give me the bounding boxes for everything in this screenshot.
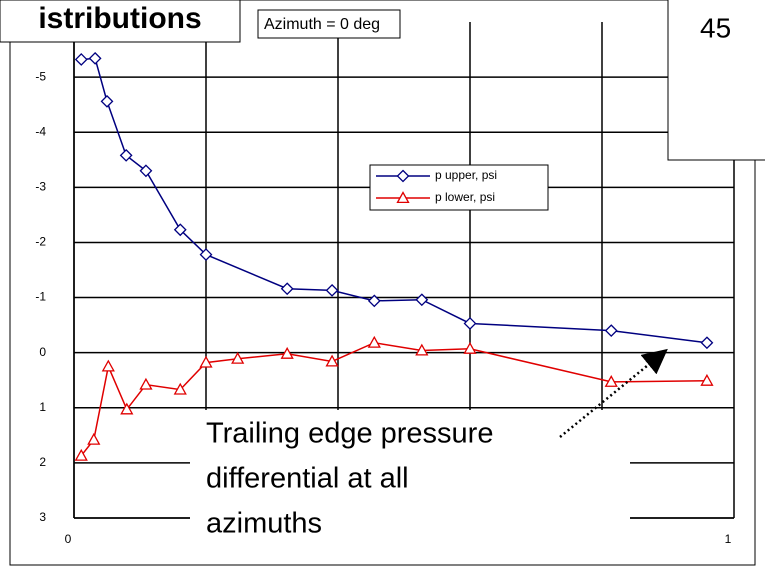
data-point <box>604 324 618 338</box>
data-point <box>415 293 429 307</box>
data-point <box>700 336 714 350</box>
data-point <box>367 294 381 308</box>
annotation-line: azimuths <box>206 508 322 540</box>
data-point <box>139 377 153 390</box>
overlays: istributions Azimuth = 0 deg 45 Trailing… <box>0 0 765 550</box>
data-point <box>463 341 477 354</box>
legend-label: p upper, psi <box>435 168 497 182</box>
data-point <box>604 375 618 387</box>
annotation-line: Trailing edge pressure <box>206 418 493 450</box>
data-point <box>463 317 477 330</box>
data-point <box>120 402 134 415</box>
data-point <box>100 94 114 108</box>
legend-marker <box>396 169 410 183</box>
data-point <box>74 53 88 66</box>
annotation-arrow <box>559 348 668 438</box>
annotation-box <box>190 410 630 550</box>
x-tick-label: 0 <box>65 532 72 546</box>
data-point <box>280 282 294 296</box>
data-point <box>101 359 115 372</box>
data-point <box>199 355 213 368</box>
data-point <box>199 248 213 261</box>
corner-box <box>667 0 765 161</box>
x-tick-label: 1 <box>725 532 732 546</box>
data-point <box>74 448 88 461</box>
annotation-line: differential at all <box>206 463 409 495</box>
chart-title: istributions <box>38 2 201 35</box>
data-point <box>415 343 429 356</box>
data-point <box>231 351 245 364</box>
data-point <box>173 382 187 395</box>
y-tick-label: -1 <box>35 290 46 304</box>
y-tick-label: -4 <box>35 124 46 138</box>
y-tick-label: -2 <box>35 235 46 249</box>
y-tick-label: 0 <box>39 345 46 359</box>
data-point <box>280 346 294 359</box>
data-point <box>119 148 133 162</box>
y-tick-label: 2 <box>39 455 46 469</box>
data-point <box>325 283 339 297</box>
data-point <box>173 223 187 237</box>
data-point <box>325 354 339 367</box>
data-point <box>367 335 381 348</box>
title-box <box>0 0 241 43</box>
legend-marker <box>396 191 410 204</box>
subtitle-box <box>257 9 401 39</box>
data-point <box>88 51 102 65</box>
data-point <box>700 373 714 386</box>
y-tick-label: 3 <box>39 510 46 524</box>
legend-label: p lower, psi <box>435 190 495 204</box>
legend: p upper, psi p lower, psi <box>369 164 549 211</box>
y-tick-label: -3 <box>35 180 46 194</box>
series-line <box>81 57 708 344</box>
data-point <box>87 432 101 445</box>
y-tick-label: -5 <box>35 69 46 83</box>
subtitle: Azimuth = 0 deg <box>264 16 380 33</box>
y-tick-label: 1 <box>39 400 46 414</box>
corner-text: 45 <box>700 12 731 43</box>
data-point <box>139 164 153 178</box>
